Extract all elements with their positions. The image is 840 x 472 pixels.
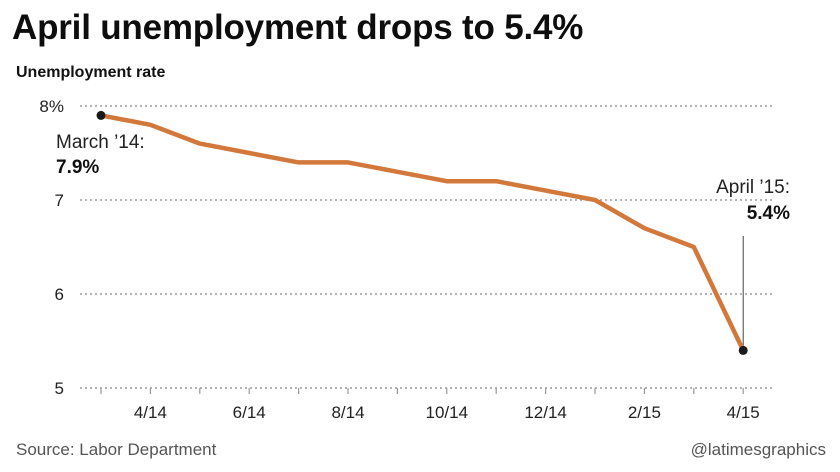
- gridlines: [80, 105, 772, 389]
- chart-title: April unemployment drops to 5.4%: [12, 8, 584, 47]
- y-tick-label: 7: [55, 191, 64, 210]
- x-tick-label: 4/15: [727, 403, 760, 422]
- x-tick-label: 8/14: [331, 403, 364, 422]
- y-axis-ticks: 8% 7 6 5: [39, 97, 64, 398]
- annotation-end-value: 5.4%: [747, 203, 790, 224]
- highlight-markers: [96, 110, 748, 355]
- x-axis-ticks: 4/14 6/14 8/14 10/14 12/14 2/15 4/15: [100, 388, 760, 422]
- y-tick-label: 8%: [39, 97, 64, 116]
- last-point-marker: [738, 345, 748, 355]
- y-tick-label: 5: [55, 379, 64, 398]
- first-point-marker: [96, 110, 106, 120]
- y-axis-label: Unemployment rate: [16, 64, 166, 81]
- x-tick-label: 10/14: [426, 403, 469, 422]
- annotation-start-label: March ’14:: [56, 132, 145, 153]
- credit-note: @latimesgraphics: [690, 440, 826, 459]
- x-tick-label: 2/15: [628, 403, 661, 422]
- y-tick-label: 6: [55, 285, 64, 304]
- x-tick-label: 4/14: [134, 403, 167, 422]
- annotations: March ’14: 7.9% April ’15: 5.4%: [56, 132, 790, 224]
- series-line: [98, 113, 746, 353]
- source-note: Source: Labor Department: [16, 440, 217, 459]
- x-tick-label: 12/14: [524, 403, 567, 422]
- x-tick-label: 6/14: [233, 403, 266, 422]
- annotation-start-value: 7.9%: [56, 157, 99, 178]
- annotation-end-label: April ’15:: [716, 177, 790, 198]
- series-layer: [98, 113, 746, 353]
